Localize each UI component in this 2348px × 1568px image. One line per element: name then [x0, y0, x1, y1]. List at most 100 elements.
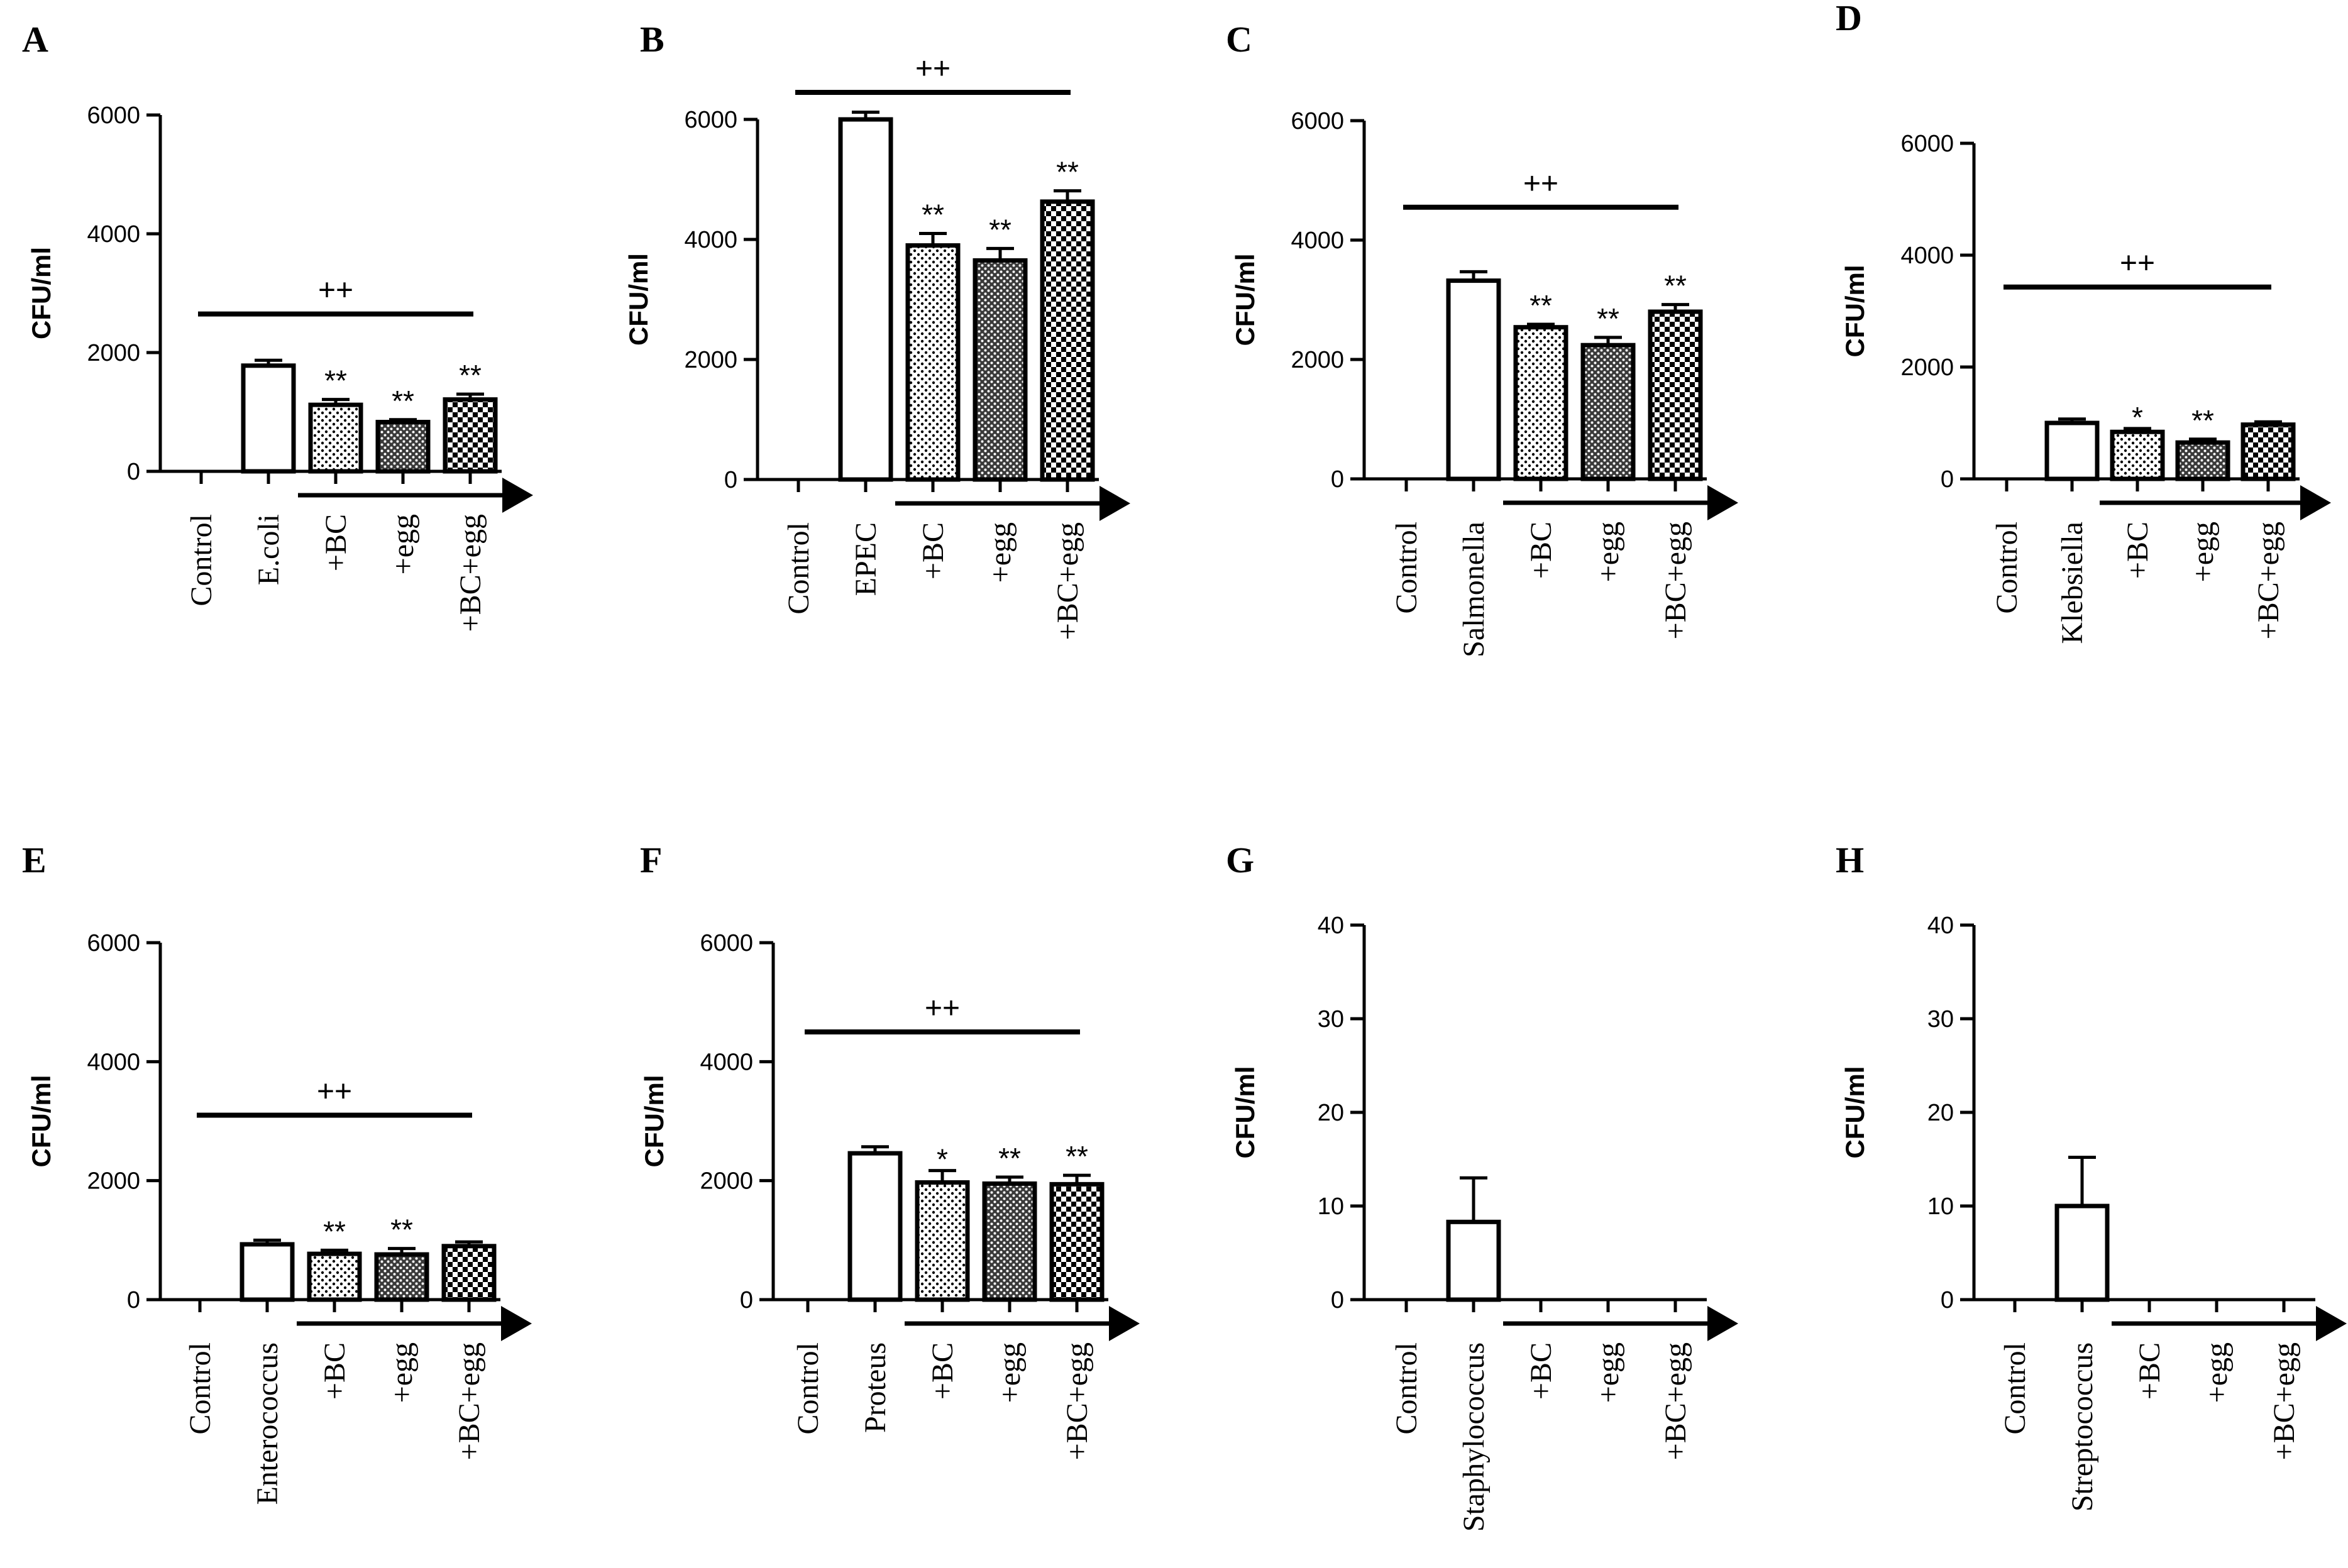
category-label: EPEC: [849, 522, 883, 596]
y-tick-label: 6000: [87, 102, 140, 129]
category-label: Control: [184, 1342, 217, 1435]
bar-bc-egg: [441, 1244, 497, 1302]
y-axis-label: CFU/ml: [26, 1075, 56, 1168]
y-tick-label: 0: [740, 1287, 753, 1313]
y-tick-label: 0: [127, 1287, 140, 1313]
bracket-label: ++: [317, 1075, 352, 1109]
y-tick-label: 0: [1941, 1287, 1954, 1313]
panel-a: A 0 2000 4000 6000 CFU/ml Control E.coli ** +BC **…: [22, 19, 533, 632]
category-label: +egg: [1592, 1342, 1625, 1403]
y-tick-label: 20: [1927, 1100, 1954, 1126]
category-label: +BC: [926, 1342, 959, 1400]
y-tick-label: 2000: [700, 1168, 753, 1195]
category-label: +egg: [2186, 522, 2220, 582]
y-tick-label: 4000: [1291, 228, 1344, 254]
y-axis-label: CFU/ml: [624, 253, 653, 346]
panel-letter: C: [1226, 19, 1252, 60]
category-label: +BC+egg: [2252, 522, 2285, 639]
significance-marker: *: [2132, 401, 2143, 434]
category-label: +BC: [917, 522, 950, 579]
significance-marker: **: [390, 1214, 413, 1246]
significance-marker: **: [459, 359, 482, 392]
bracket-label: ++: [915, 52, 951, 85]
significance-marker: **: [1530, 289, 1552, 322]
bracket-label: ++: [318, 274, 353, 307]
bar-egg: [1580, 343, 1636, 481]
category-label: +BC+egg: [2268, 1342, 2301, 1460]
y-tick-label: 0: [1331, 466, 1344, 493]
category-label: +BC+egg: [454, 514, 487, 632]
y-axis-label: CFU/ml: [1230, 254, 1260, 346]
category-label: Salmonella: [1457, 522, 1491, 657]
bar-egg: [375, 420, 431, 474]
bar-egg: [982, 1181, 1037, 1302]
bracket-label: ++: [925, 992, 960, 1025]
bar-bc-egg: [443, 397, 498, 474]
significance-marker: **: [1056, 156, 1079, 189]
y-tick-label: 30: [1927, 1006, 1954, 1033]
y-tick-label: 0: [724, 467, 737, 493]
significance-marker: **: [922, 198, 944, 231]
significance-marker: **: [323, 1215, 346, 1247]
bracket-label: ++: [2120, 247, 2155, 280]
panel-b: B 0 2000 4000 6000 CFU/ml Control EPEC ** +BC ** +e…: [624, 19, 1130, 640]
bar-epec: [838, 117, 893, 482]
category-label: Proteus: [859, 1342, 892, 1433]
category-label: Control: [1998, 1342, 2032, 1435]
category-label: +egg: [387, 514, 420, 574]
bar-bc: [915, 1180, 970, 1302]
category-label: +BC+egg: [453, 1342, 486, 1460]
bar-enterococcus: [240, 1242, 295, 1302]
y-axis-label: CFU/ml: [639, 1075, 669, 1168]
panel-letter: A: [22, 19, 48, 60]
significance-marker: **: [998, 1142, 1021, 1175]
y-tick-label: 20: [1318, 1100, 1344, 1126]
y-axis-label: CFU/ml: [1230, 1066, 1260, 1159]
category-label: +BC+egg: [1659, 522, 1692, 639]
panel-letter: D: [1836, 0, 1862, 38]
bar-bc-egg: [1040, 199, 1095, 482]
category-label: +egg: [993, 1342, 1027, 1403]
bar-egg: [374, 1252, 429, 1302]
y-tick-label: 6000: [87, 930, 140, 957]
category-label: Control: [185, 514, 218, 606]
category-label: Streptococcus: [2066, 1342, 2099, 1511]
y-tick-label: 2000: [684, 347, 737, 373]
category-label: E.coli: [252, 514, 285, 585]
y-tick-label: 2000: [87, 340, 140, 366]
bar-bc: [1513, 325, 1568, 481]
y-tick-label: 4000: [700, 1049, 753, 1075]
significance-marker: **: [392, 385, 414, 417]
y-tick-label: 6000: [700, 930, 753, 957]
bar-bc: [308, 402, 363, 474]
category-label: +BC: [1524, 522, 1558, 579]
significance-marker: **: [1066, 1140, 1088, 1173]
bar-bc-egg: [1049, 1181, 1105, 1302]
y-tick-label: 2000: [87, 1168, 140, 1195]
y-tick-label: 4000: [1900, 243, 1954, 269]
bar-bc: [307, 1251, 362, 1302]
y-tick-label: 6000: [1291, 108, 1344, 134]
panel-letter: H: [1836, 840, 1864, 880]
bar-salmonella: [1446, 278, 1501, 481]
significance-marker: **: [2191, 404, 2214, 437]
significance-marker: **: [1664, 270, 1687, 302]
significance-marker: *: [937, 1143, 948, 1176]
y-axis-label: CFU/ml: [1840, 1066, 1870, 1159]
y-tick-label: 6000: [684, 107, 737, 133]
panel-letter: E: [22, 840, 47, 880]
bar-egg: [973, 258, 1028, 482]
bar-e-coli: [241, 363, 296, 474]
bar-staphylococcus: [1446, 1219, 1501, 1302]
category-label: Control: [1390, 1342, 1423, 1435]
category-label: +egg: [385, 1342, 419, 1403]
y-tick-label: 4000: [87, 1049, 140, 1075]
significance-marker: **: [989, 213, 1011, 246]
category-label: +BC+egg: [1061, 1342, 1094, 1460]
bar-egg: [2175, 440, 2230, 481]
bar-klebsiella: [2044, 420, 2100, 481]
bar-bc: [905, 243, 961, 482]
bar-bc: [2110, 429, 2165, 481]
